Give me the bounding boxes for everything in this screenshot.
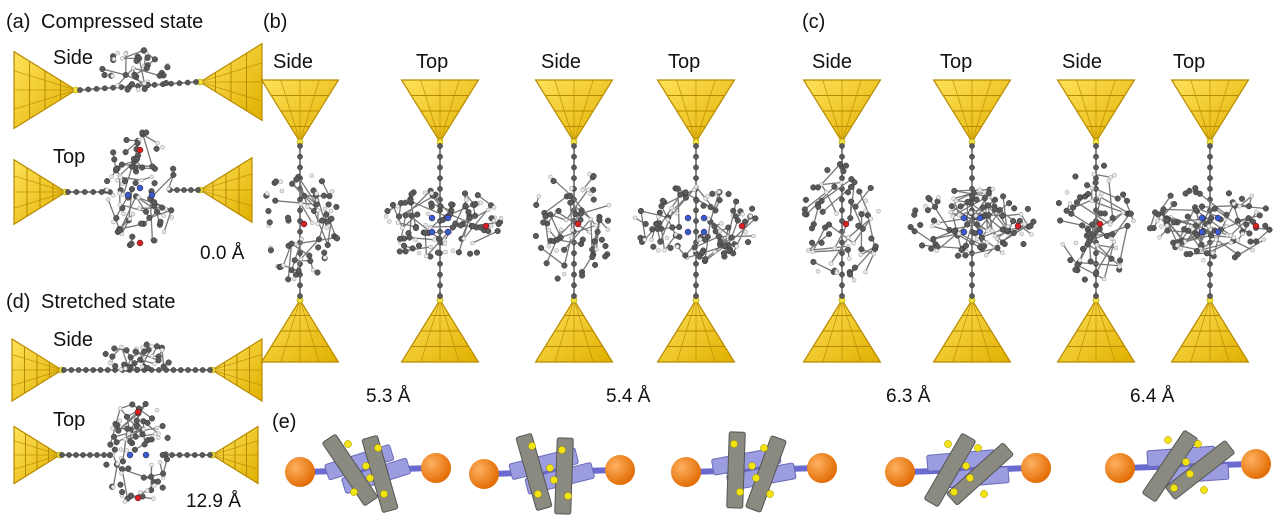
electrode-c1-bottom [802,296,882,363]
electrode-b3-top [534,79,614,146]
panel-b-view-2: Top [416,51,449,73]
molecule-b3 [532,171,612,282]
electrode-b4-bottom [656,296,736,363]
electrode-c3-top [1056,79,1136,146]
panel-c-view-2: Top [940,51,973,73]
panel-b-view-1: Side [273,51,314,73]
molecule-b2 [383,187,504,260]
electrode-b2-bottom [400,296,480,363]
molecule-d-top [103,400,171,504]
molecule-a-top-right-arm [167,187,201,193]
electrode-b3-bottom [534,296,614,363]
schematic-3 [671,431,837,513]
panel-c-distance-1: 6.3 Å [886,386,931,407]
electrode-c2-top [932,79,1012,146]
electrode-c4-bottom [1170,296,1250,363]
molecule-a-top-left-arm [65,189,113,195]
panel-c-label: (c) [802,11,826,33]
panel-b-view-4: Top [668,51,701,73]
panel-c-view-1: Side [812,51,853,73]
panel-a-distance: 0.0 Å [200,243,245,264]
molecule-c1 [801,161,881,283]
panel-d-title: Stretched state [41,291,176,313]
schematic-1 [285,434,451,513]
molecules [59,47,1273,504]
electrode-c3-bottom [1056,296,1136,363]
electrode-d-top-left [13,425,64,485]
electrode-d-side-right [208,337,263,403]
molecule-b4-axis [693,143,699,299]
panel-b-view-3: Side [541,51,582,73]
panel-c-distance-2: 6.4 Å [1130,386,1175,407]
panel-a-side-label: Side [53,47,94,69]
electrode-a-side-left [13,50,80,130]
schematic-2 [469,433,635,515]
electrode-d-top-right [208,425,259,485]
electrode-c4-top [1170,79,1250,146]
schematic-panel-e [285,430,1271,515]
gold-electrodes [11,42,1250,485]
molecule-b1 [263,173,341,283]
molecule-a-side [99,47,171,93]
panel-d-top-label: Top [53,409,86,431]
electrode-b1-bottom [260,296,340,363]
molecule-c4 [1147,185,1273,263]
molecule-d-side [102,341,172,373]
electrode-b4-top [656,79,736,146]
electrode-b1-top [260,79,340,146]
panel-d-distance: 12.9 Å [186,491,241,512]
electrode-b2-top [400,79,480,146]
molecule-c3 [1055,162,1136,283]
panel-a-top-label: Top [53,146,86,168]
molecule-d-top-left-arm [59,452,107,458]
schematic-5 [1105,430,1271,502]
electrode-d-side-left [11,337,66,403]
panel-d-side-label: Side [53,329,94,351]
molecule-b4 [632,184,759,265]
panel-d-label: (d) [6,291,31,313]
electrode-c1-top [802,79,882,146]
electrode-a-top-left [13,158,70,226]
molecule-c2 [907,186,1037,259]
panel-b-distance-1: 5.3 Å [366,386,411,407]
electrode-a-top-right [196,156,253,224]
panel-a-title: Compressed state [41,11,204,33]
molecule-d-top-right-arm [169,452,213,458]
panel-b-distance-2: 5.4 Å [606,386,651,407]
schematic-4 [885,433,1051,507]
panel-e-label: (e) [272,411,297,433]
panel-c-view-4: Top [1173,51,1206,73]
electrode-c2-bottom [932,296,1012,363]
molecule-a-top [102,129,177,249]
panel-b-label: (b) [263,11,288,33]
panel-a-label: (a) [6,11,31,33]
panel-c-view-3: Side [1062,51,1103,73]
electrode-a-side-right [196,42,263,122]
